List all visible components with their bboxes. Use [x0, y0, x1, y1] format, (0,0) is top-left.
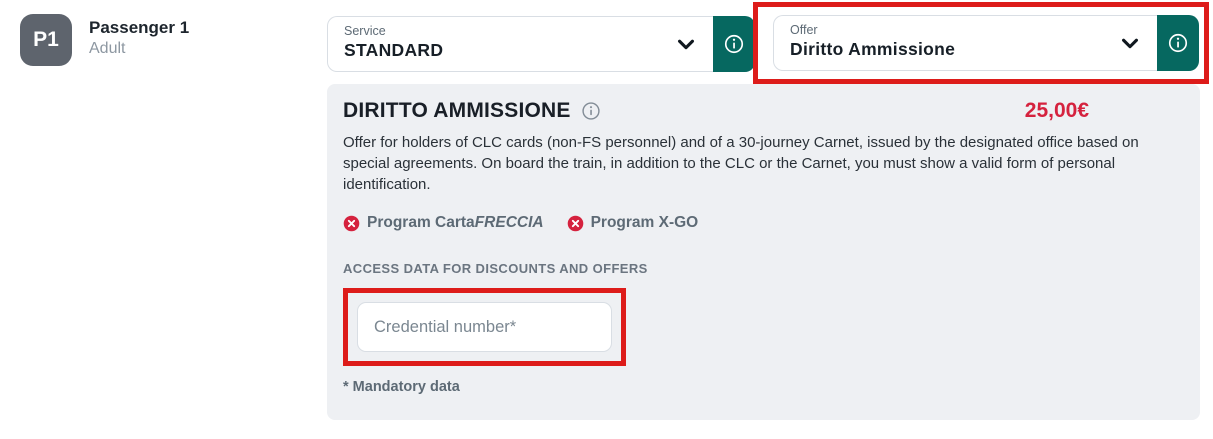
offer-select-highlight: Offer Diritto Ammissione	[753, 2, 1209, 84]
service-select-label: Service	[344, 24, 386, 38]
passenger-meta: Passenger 1 Adult	[89, 14, 189, 60]
mandatory-data-note: * Mandatory data	[343, 379, 460, 395]
info-icon	[1167, 32, 1189, 54]
info-icon[interactable]	[581, 101, 601, 121]
offer-detail-panel: DIRITTO AMMISSIONE 25,00€ Offer for hold…	[327, 84, 1200, 420]
passenger-name: Passenger 1	[89, 18, 190, 37]
service-select: Service STANDARD	[327, 16, 755, 72]
service-select-value: STANDARD	[344, 40, 444, 60]
offer-select-field[interactable]: Offer Diritto Ammissione	[773, 15, 1157, 71]
service-info-button[interactable]	[713, 16, 755, 72]
x-circle-icon	[343, 215, 360, 232]
excluded-program-label: Program CartaFRECCIA	[367, 214, 544, 231]
offer-select-label: Offer	[790, 23, 818, 37]
offer-select-value: Diritto Ammissione	[790, 39, 956, 59]
chevron-down-icon	[1119, 32, 1141, 54]
offer-info-button[interactable]	[1157, 15, 1199, 71]
passenger-type: Adult	[89, 40, 126, 58]
excluded-program-xgo: Program X-GO	[567, 214, 699, 232]
offer-select: Offer Diritto Ammissione	[773, 15, 1199, 71]
access-data-heading: ACCESS DATA FOR DISCOUNTS AND OFFERS	[343, 261, 648, 276]
offer-title: DIRITTO AMMISSIONE	[343, 99, 571, 122]
offer-price: 25,00€	[1024, 99, 1089, 122]
info-icon	[723, 33, 745, 55]
credential-input-highlight	[343, 288, 626, 366]
passenger-badge: P1	[20, 14, 72, 66]
excluded-program-cartafreccia: Program CartaFRECCIA	[343, 214, 544, 232]
offer-title-row: DIRITTO AMMISSIONE 25,00€	[343, 99, 1184, 123]
passenger-block: P1 Passenger 1 Adult	[20, 14, 189, 66]
service-select-field[interactable]: Service STANDARD	[327, 16, 713, 72]
excluded-programs: Program CartaFRECCIA Program X-GO	[343, 214, 1184, 232]
credential-number-input[interactable]	[357, 302, 612, 352]
chevron-down-icon	[675, 33, 697, 55]
x-circle-icon	[567, 215, 584, 232]
excluded-program-label: Program X-GO	[590, 214, 699, 231]
offer-description: Offer for holders of CLC cards (non-FS p…	[343, 134, 1139, 193]
